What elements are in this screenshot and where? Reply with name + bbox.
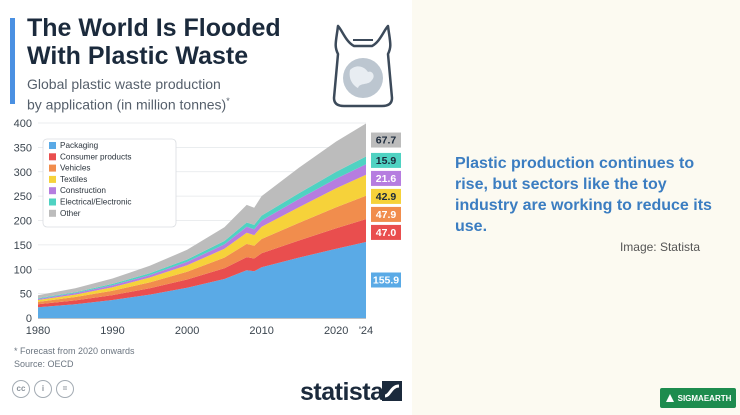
y-tick-label: 100 bbox=[14, 264, 32, 276]
caption-text: Plastic production continues to rise, bu… bbox=[455, 155, 712, 235]
chart-footnote: * Forecast from 2020 onwards Source: OEC… bbox=[14, 345, 135, 371]
chart-title-line-2: With Plastic Waste bbox=[27, 42, 249, 70]
sigmaearth-logo-icon bbox=[665, 394, 674, 402]
legend-swatch bbox=[49, 209, 56, 217]
end-label-electrical-electronic: 15.9 bbox=[376, 155, 397, 167]
x-tick-label: 2000 bbox=[175, 325, 199, 337]
legend-label: Consumer products bbox=[60, 152, 131, 161]
y-tick-label: 300 bbox=[14, 167, 32, 179]
x-tick-label: 1990 bbox=[100, 325, 124, 337]
source-note: Source: OECD bbox=[14, 359, 74, 369]
legend-swatch bbox=[49, 198, 56, 206]
x-tick-label: 2020 bbox=[324, 325, 348, 337]
legend-swatch bbox=[49, 187, 56, 195]
license-icons: cc i = bbox=[12, 380, 74, 398]
legend-swatch bbox=[49, 164, 56, 172]
attribution-icon: i bbox=[34, 380, 52, 398]
legend-box bbox=[42, 138, 177, 228]
end-label-construction: 21.6 bbox=[376, 173, 397, 185]
end-label-consumer-products: 47.0 bbox=[376, 227, 397, 239]
title-accent-bar bbox=[10, 18, 15, 104]
end-label-box-textiles bbox=[371, 188, 401, 204]
x-tick-label: 2010 bbox=[249, 325, 273, 337]
creative-commons-icon: cc bbox=[12, 380, 30, 398]
legend-label: Textiles bbox=[60, 175, 87, 184]
chart-subtitle: Global plastic waste production by appli… bbox=[27, 76, 287, 114]
legend-swatch bbox=[49, 153, 56, 161]
chart-subtitle-line-2: by application (in million tonnes)* bbox=[27, 93, 287, 114]
chart-subtitle-line-1: Global plastic waste production bbox=[27, 76, 221, 92]
legend-label: Packaging bbox=[60, 141, 99, 150]
chart-title: The World Is Flooded With Plastic Waste bbox=[27, 14, 327, 70]
end-label-packaging: 155.9 bbox=[373, 274, 399, 286]
area-chart: 0 50 100 150 200 250 300 350 400 1980 1990 2000 2010… bbox=[14, 118, 401, 337]
end-label-box-consumer-products bbox=[371, 224, 401, 240]
statista-logo: statista bbox=[300, 378, 384, 406]
y-tick-label: 400 bbox=[14, 118, 32, 130]
y-tick-label: 250 bbox=[14, 191, 32, 203]
forecast-note: * Forecast from 2020 onwards bbox=[14, 346, 135, 356]
chart-title-line-1: The World Is Flooded bbox=[27, 14, 281, 42]
sigmaearth-badge[interactable]: SIGMAEARTH bbox=[660, 388, 736, 408]
legend-swatch bbox=[49, 142, 56, 149]
plastic-bag-globe-icon bbox=[332, 24, 394, 108]
end-label-other: 67.7 bbox=[376, 135, 397, 147]
legend-label: Construction bbox=[60, 186, 106, 195]
image-credit: Image: Statista bbox=[619, 240, 700, 254]
y-tick-label: 50 bbox=[20, 289, 32, 301]
y-tick-label: 150 bbox=[14, 240, 32, 252]
end-label-box-other bbox=[371, 132, 401, 148]
sigmaearth-badge-label: SIGMAEARTH bbox=[677, 393, 732, 403]
end-label-box-electrical-electronic bbox=[371, 152, 401, 168]
infographic-panel: The World Is Flooded With Plastic Waste … bbox=[0, 0, 412, 415]
x-tick-label: 1980 bbox=[26, 325, 50, 337]
chart-subtitle-line-2-text: by application (in million tonnes) bbox=[27, 96, 227, 113]
legend-swatch bbox=[49, 175, 56, 183]
y-tick-label: 0 bbox=[26, 313, 32, 325]
legend-label: Other bbox=[60, 209, 81, 218]
legend-label: Electrical/Electronic bbox=[60, 198, 131, 207]
statista-logo-icon bbox=[382, 381, 402, 401]
x-tick-label: '24 bbox=[359, 325, 373, 337]
end-label-box-vehicles bbox=[371, 206, 401, 222]
end-label-textiles: 42.9 bbox=[376, 191, 397, 203]
y-tick-label: 350 bbox=[14, 142, 32, 154]
end-label-vehicles: 47.9 bbox=[376, 209, 397, 221]
subtitle-asterisk: * bbox=[226, 96, 230, 106]
legend-label: Vehicles bbox=[60, 164, 91, 173]
area-packaging bbox=[38, 242, 366, 318]
no-derivatives-icon: = bbox=[56, 380, 74, 398]
end-label-box-construction bbox=[371, 170, 401, 186]
end-label-box-packaging bbox=[371, 272, 401, 288]
y-tick-label: 200 bbox=[14, 216, 32, 228]
